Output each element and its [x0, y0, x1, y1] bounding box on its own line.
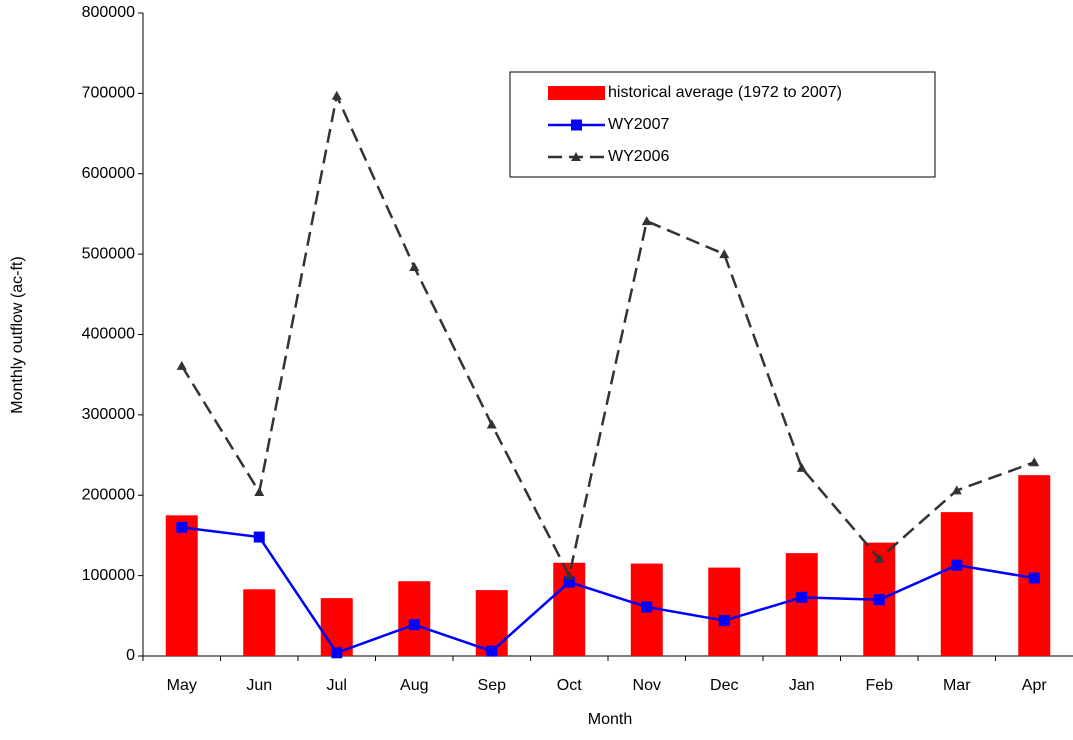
bar: [940, 512, 973, 656]
marker: [486, 645, 498, 657]
x-tick-label: Jun: [246, 677, 272, 694]
y-tick-label: 200000: [82, 486, 135, 503]
legend-label: WY2007: [608, 116, 669, 133]
marker: [409, 261, 420, 271]
bar: [785, 553, 818, 656]
marker: [874, 553, 885, 563]
y-tick-label: 100000: [82, 567, 135, 584]
bar: [320, 598, 353, 656]
bar: [243, 589, 276, 656]
x-tick-label: Oct: [557, 677, 582, 694]
x-tick-label: Feb: [865, 677, 893, 694]
bar: [398, 581, 431, 656]
legend-label: WY2006: [608, 148, 669, 165]
marker: [641, 601, 653, 613]
marker: [1029, 457, 1040, 467]
marker: [641, 216, 652, 226]
marker: [796, 591, 808, 603]
marker: [796, 462, 807, 472]
legend-marker: [571, 152, 581, 161]
legend-marker: [571, 119, 582, 131]
x-tick-label: Dec: [710, 677, 738, 694]
legend-swatch: [548, 86, 605, 100]
y-tick-label: 0: [126, 647, 135, 664]
x-tick-label: Mar: [943, 677, 971, 694]
marker: [408, 619, 420, 631]
marker: [1028, 572, 1040, 584]
marker: [951, 485, 962, 495]
x-tick-label: Apr: [1022, 677, 1048, 694]
y-tick-label: 600000: [82, 165, 135, 182]
marker: [718, 615, 730, 627]
y-tick-label: 800000: [82, 4, 135, 21]
marker: [564, 570, 575, 580]
marker: [331, 647, 343, 659]
bar: [1018, 475, 1051, 656]
marker: [253, 531, 265, 543]
x-tick-label: Jul: [327, 677, 347, 694]
x-tick-label: Jan: [789, 677, 815, 694]
bar: [165, 515, 198, 656]
x-tick-label: May: [167, 677, 197, 694]
x-tick-label: Nov: [633, 677, 661, 694]
marker: [486, 419, 497, 429]
y-tick-label: 300000: [82, 406, 135, 423]
line: [181, 526, 1035, 655]
line: [180, 91, 1035, 580]
y-axis-label: Monthly outflow (ac-ft): [9, 256, 26, 413]
marker: [254, 487, 265, 497]
x-axis-label: Month: [588, 711, 632, 728]
marker: [331, 90, 342, 100]
legend-label: historical average (1972 to 2007): [608, 84, 842, 101]
marker: [176, 360, 187, 370]
x-tick-label: Sep: [478, 677, 507, 694]
x-tick-label: Aug: [400, 677, 428, 694]
marker: [563, 576, 575, 588]
marker: [873, 594, 885, 606]
y-tick-label: 700000: [82, 85, 135, 102]
bar: [708, 567, 741, 656]
marker: [719, 249, 730, 259]
marker: [951, 559, 963, 571]
bar: [475, 590, 508, 656]
y-tick-label: 500000: [82, 245, 135, 262]
y-tick-label: 400000: [82, 326, 135, 343]
marker: [176, 521, 188, 533]
